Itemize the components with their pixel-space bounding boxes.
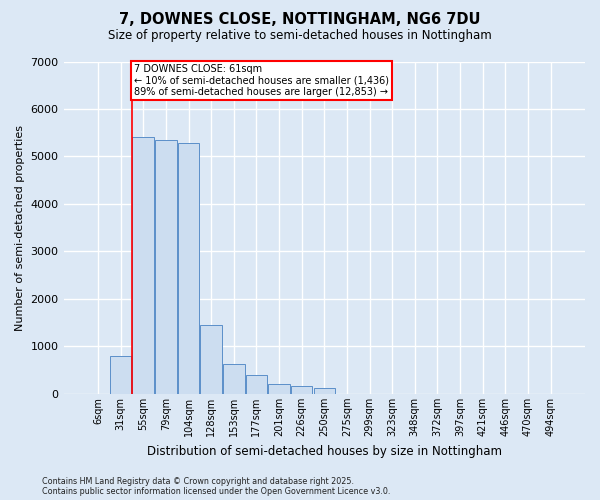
- Text: Contains HM Land Registry data © Crown copyright and database right 2025.
Contai: Contains HM Land Registry data © Crown c…: [42, 476, 391, 496]
- Bar: [133, 138, 154, 394]
- Bar: [314, 388, 335, 394]
- Bar: [223, 364, 245, 394]
- Bar: [245, 376, 267, 394]
- Text: 7, DOWNES CLOSE, NOTTINGHAM, NG6 7DU: 7, DOWNES CLOSE, NOTTINGHAM, NG6 7DU: [119, 12, 481, 28]
- Bar: [178, 143, 199, 394]
- Text: 7 DOWNES CLOSE: 61sqm
← 10% of semi-detached houses are smaller (1,436)
89% of s: 7 DOWNES CLOSE: 61sqm ← 10% of semi-deta…: [134, 64, 389, 97]
- Text: Size of property relative to semi-detached houses in Nottingham: Size of property relative to semi-detach…: [108, 29, 492, 42]
- Bar: [110, 356, 131, 394]
- Y-axis label: Number of semi-detached properties: Number of semi-detached properties: [15, 124, 25, 330]
- Bar: [200, 325, 222, 394]
- X-axis label: Distribution of semi-detached houses by size in Nottingham: Distribution of semi-detached houses by …: [147, 444, 502, 458]
- Bar: [291, 386, 313, 394]
- Bar: [155, 140, 176, 394]
- Bar: [268, 384, 290, 394]
